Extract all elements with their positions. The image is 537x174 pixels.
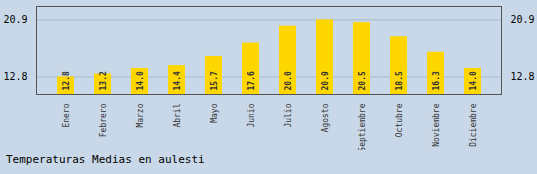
svg-text:Noviembre: Noviembre bbox=[432, 103, 441, 147]
svg-text:16.3: 16.3 bbox=[432, 71, 441, 90]
svg-text:Julio: Julio bbox=[284, 103, 293, 127]
svg-text:14.4: 14.4 bbox=[173, 71, 182, 90]
svg-text:12.8: 12.8 bbox=[62, 71, 71, 90]
svg-text:14.0: 14.0 bbox=[136, 71, 145, 90]
svg-text:12.8: 12.8 bbox=[511, 71, 535, 82]
svg-text:15.7: 15.7 bbox=[210, 71, 219, 90]
svg-text:13.2: 13.2 bbox=[99, 71, 108, 90]
svg-text:Diciembre: Diciembre bbox=[469, 103, 478, 147]
svg-text:20.5: 20.5 bbox=[358, 71, 367, 90]
svg-text:Octubre: Octubre bbox=[395, 103, 404, 137]
svg-text:Enero: Enero bbox=[62, 103, 71, 127]
html-text:Temperaturas Medias en aulesti: Temperaturas Medias en aulesti bbox=[6, 153, 205, 166]
svg-text:12.8: 12.8 bbox=[3, 71, 27, 82]
svg-text:20.9: 20.9 bbox=[3, 14, 27, 25]
svg-text:18.5: 18.5 bbox=[395, 71, 404, 90]
svg-text:20.9: 20.9 bbox=[511, 14, 535, 25]
svg-text:Agosto: Agosto bbox=[321, 103, 330, 132]
svg-text:Junio: Junio bbox=[247, 103, 256, 127]
svg-text:17.6: 17.6 bbox=[247, 71, 256, 90]
svg-text:Febrero: Febrero bbox=[99, 103, 108, 137]
svg-text:Mayo: Mayo bbox=[210, 103, 219, 122]
svg-text:Septiembre: Septiembre bbox=[358, 103, 367, 150]
svg-text:20.0: 20.0 bbox=[284, 71, 293, 90]
svg-text:Abril: Abril bbox=[173, 103, 182, 127]
svg-text:20.9: 20.9 bbox=[321, 71, 330, 90]
svg-text:Marzo: Marzo bbox=[136, 103, 145, 127]
svg-text:14.0: 14.0 bbox=[469, 71, 478, 90]
